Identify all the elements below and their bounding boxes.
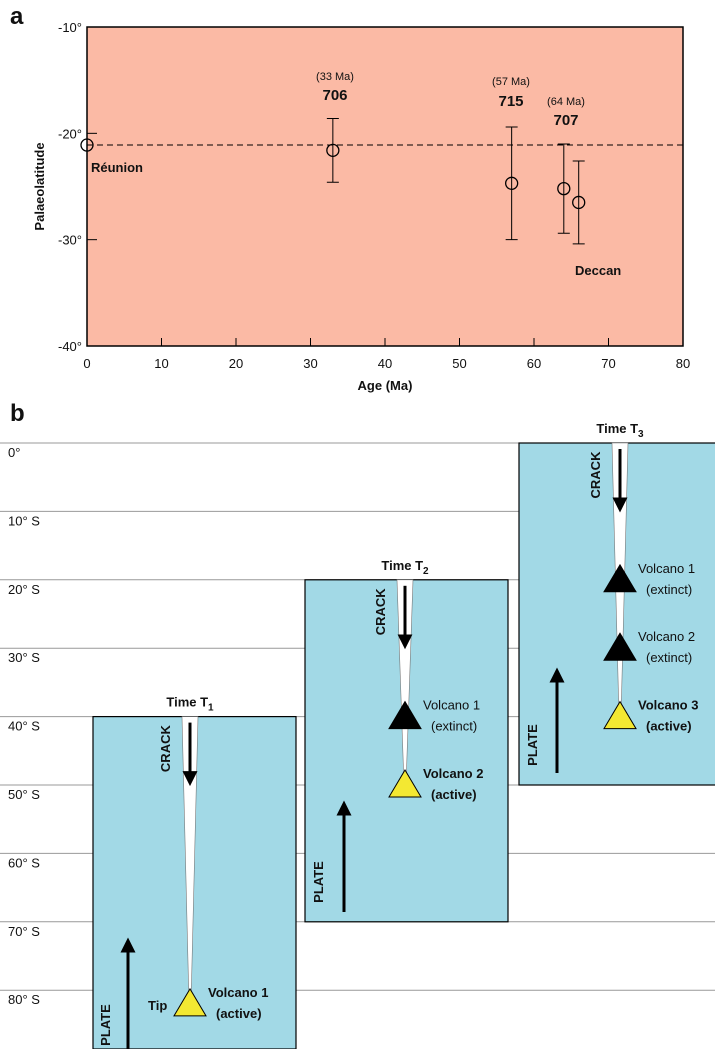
extinct-volcano bbox=[603, 563, 637, 593]
plate-label: PLATE bbox=[525, 724, 540, 766]
annotation: 707 bbox=[553, 112, 578, 129]
x-tick-label: 10 bbox=[154, 356, 168, 371]
annotation: Réunion bbox=[91, 160, 143, 175]
panel-title: Time T2 bbox=[381, 558, 429, 577]
title-subscript: 1 bbox=[208, 703, 214, 714]
data-point bbox=[80, 138, 94, 152]
plate-label: PLATE bbox=[311, 861, 326, 903]
x-tick-label: 60 bbox=[527, 356, 541, 371]
data-point bbox=[557, 181, 571, 196]
crack-label: CRACK bbox=[373, 588, 388, 636]
error-bar bbox=[326, 117, 339, 183]
active-volcano bbox=[173, 987, 207, 1017]
x-axis-label: Age (Ma) bbox=[358, 378, 413, 393]
volcano-status: (active) bbox=[216, 1006, 262, 1021]
error-bar bbox=[505, 126, 518, 241]
latitude-label: 70° S bbox=[8, 924, 40, 939]
extinct-volcano bbox=[388, 700, 422, 730]
volcano-status: (active) bbox=[646, 719, 692, 734]
error-bar bbox=[572, 160, 585, 245]
annotation: (57 Ma) bbox=[492, 76, 530, 88]
latitude-label: 50° S bbox=[8, 787, 40, 802]
title-text: Time T bbox=[596, 421, 638, 436]
x-tick-label: 50 bbox=[452, 356, 466, 371]
volcano-name: Volcano 1 bbox=[423, 698, 480, 713]
latitude-label: 30° S bbox=[8, 650, 40, 665]
annotation: (33 Ma) bbox=[316, 71, 354, 83]
tip-label: Tip bbox=[148, 998, 167, 1013]
x-tick-label: 20 bbox=[229, 356, 243, 371]
title-subscript: 3 bbox=[638, 429, 644, 440]
x-tick-label: 40 bbox=[378, 356, 392, 371]
x-tick-label: 30 bbox=[303, 356, 317, 371]
volcano-status: (extinct) bbox=[431, 719, 477, 734]
panel-title: Time T3 bbox=[596, 421, 644, 440]
latitude-label: 0° bbox=[8, 445, 20, 460]
y-tick-label: -30° bbox=[58, 233, 82, 248]
data-point bbox=[326, 143, 340, 157]
plate-label: PLATE bbox=[98, 1004, 113, 1046]
y-tick-label: -10° bbox=[58, 20, 82, 35]
volcano-name: Volcano 3 bbox=[638, 698, 698, 713]
volcano-name: Volcano 2 bbox=[638, 629, 695, 644]
data-point bbox=[504, 176, 519, 190]
panel-label: b bbox=[10, 400, 25, 427]
title-text: Time T bbox=[166, 695, 208, 710]
volcano-name: Volcano 1 bbox=[208, 985, 268, 1000]
volcano-status: (active) bbox=[431, 787, 477, 802]
plot-area bbox=[86, 26, 684, 347]
x-tick-label: 0 bbox=[83, 356, 90, 371]
title-subscript: 2 bbox=[423, 566, 429, 577]
error-bar bbox=[557, 143, 570, 234]
latitude-label: 40° S bbox=[8, 719, 40, 734]
y-tick-label: -40° bbox=[58, 339, 82, 354]
volcano-status: (extinct) bbox=[646, 582, 692, 597]
active-volcano bbox=[388, 769, 422, 798]
panel-title: Time T1 bbox=[166, 695, 214, 714]
volcano-name: Volcano 1 bbox=[638, 561, 695, 576]
x-tick-label: 70 bbox=[601, 356, 615, 371]
active-volcano bbox=[603, 700, 637, 730]
latitude-label: 10° S bbox=[8, 513, 40, 528]
panel-label: a bbox=[10, 3, 24, 30]
latitude-label: 60° S bbox=[8, 855, 40, 870]
y-tick-label: -20° bbox=[58, 126, 82, 141]
crack-label: CRACK bbox=[158, 725, 173, 773]
crack-label: CRACK bbox=[588, 451, 603, 499]
annotation: (64 Ma) bbox=[547, 96, 585, 108]
extinct-volcano bbox=[603, 632, 637, 661]
latitude-label: 80° S bbox=[8, 992, 40, 1007]
data-point bbox=[572, 195, 586, 210]
annotation: 715 bbox=[498, 93, 523, 110]
annotation: Deccan bbox=[575, 263, 621, 278]
title-text: Time T bbox=[381, 558, 423, 573]
volcano-name: Volcano 2 bbox=[423, 766, 483, 781]
volcano-status: (extinct) bbox=[646, 650, 692, 665]
latitude-label: 20° S bbox=[8, 582, 40, 597]
annotation: 706 bbox=[322, 87, 347, 104]
x-tick-label: 80 bbox=[676, 356, 690, 371]
y-axis-label: Palaeolatitude bbox=[32, 142, 47, 230]
